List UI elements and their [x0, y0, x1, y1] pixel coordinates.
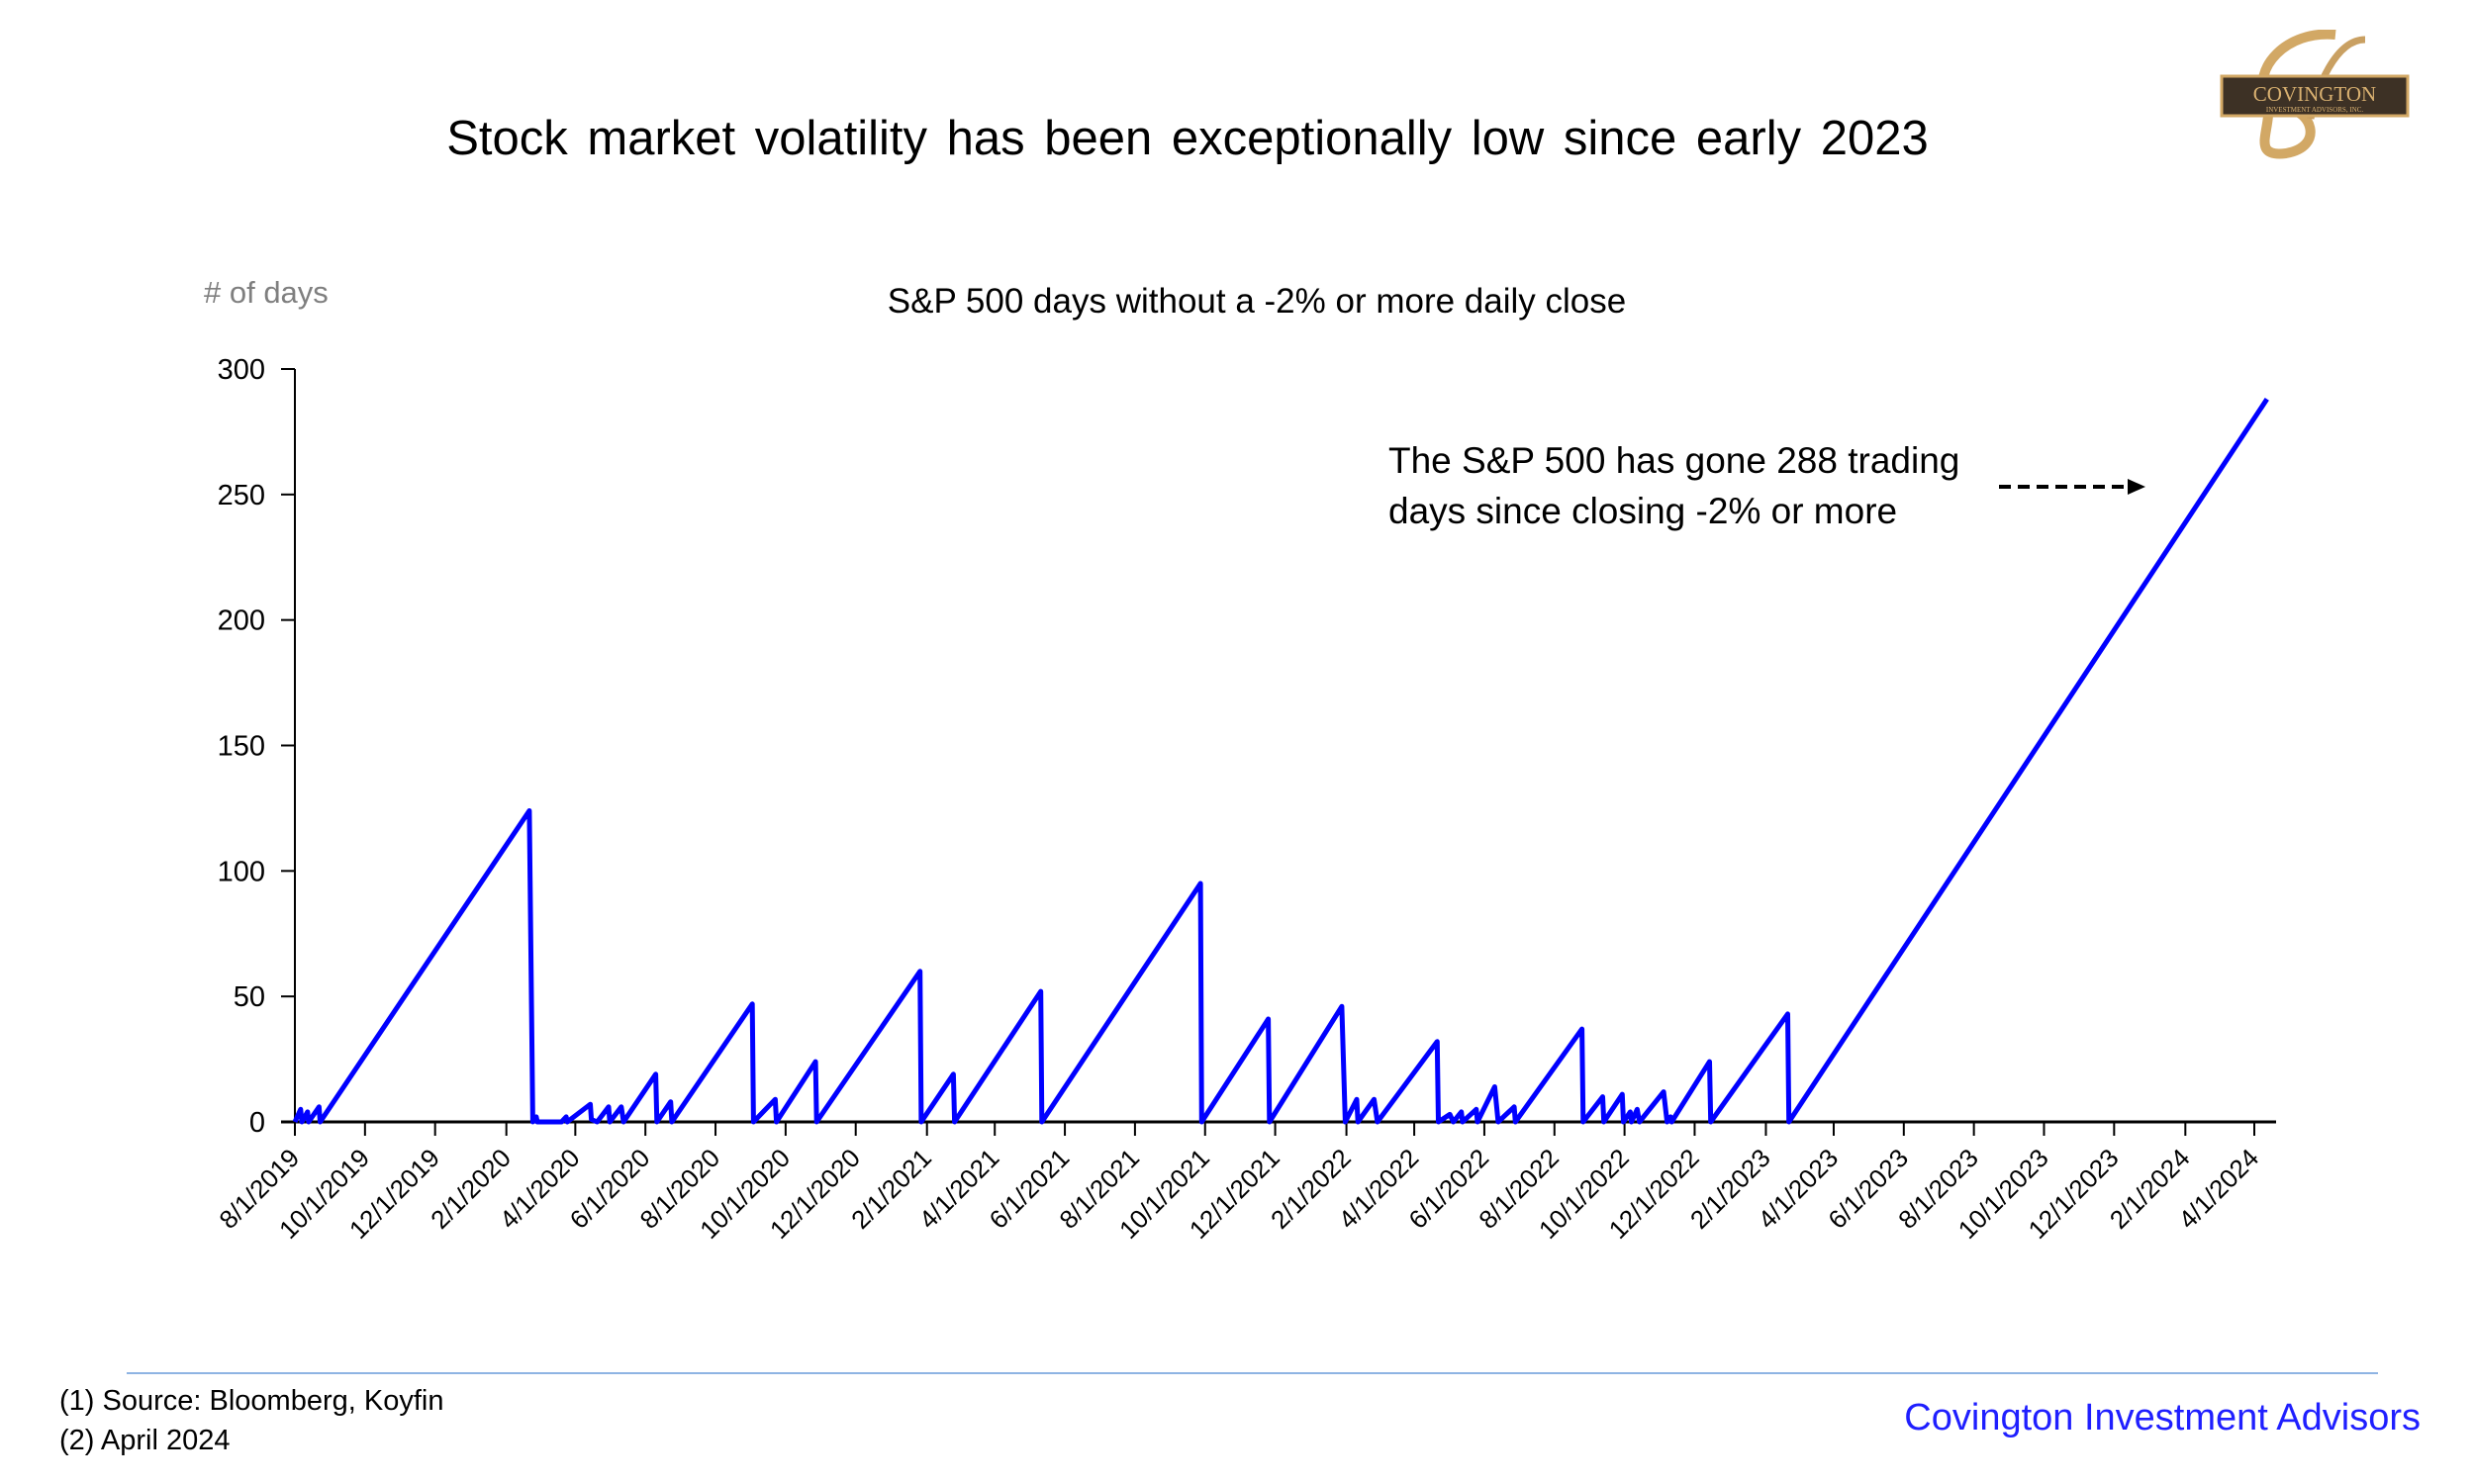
- y-tick-label: 50: [234, 981, 265, 1013]
- chart-annotation: The S&P 500 has gone 288 trading days si…: [1388, 435, 1959, 536]
- annotation-line-1: The S&P 500 has gone 288 trading: [1388, 440, 1960, 481]
- page-title: Stock market volatility has been excepti…: [446, 112, 1929, 165]
- logo-tagline: INVESTMENT ADVISORS, INC.: [2266, 106, 2364, 114]
- y-tick-label: 250: [218, 480, 265, 511]
- y-tick-label: 0: [249, 1107, 265, 1139]
- series-line: [292, 398, 2269, 1125]
- y-tick-label: 300: [218, 354, 265, 386]
- y-axis-label: # of days: [204, 275, 329, 310]
- y-tick-label: 150: [218, 731, 265, 763]
- covington-logo: COVINGTON INVESTMENT ADVISORS, INC.: [2217, 29, 2415, 163]
- source-note-2: (2) April 2024: [59, 1425, 231, 1456]
- source-note-1: (1) Source: Bloomberg, Koyfin: [59, 1385, 444, 1417]
- brand-name: Covington Investment Advisors: [1904, 1397, 2421, 1438]
- y-tick-label: 200: [218, 605, 265, 637]
- logo-name: COVINGTON: [2253, 82, 2376, 106]
- annotation-line-2: days since closing -2% or more: [1388, 491, 1898, 531]
- annotation-arrow-icon: [1999, 479, 2145, 495]
- footer-divider: [127, 1372, 2378, 1374]
- chart-title: S&P 500 days without a -2% or more daily…: [887, 282, 1627, 321]
- y-tick-label: 100: [218, 856, 265, 887]
